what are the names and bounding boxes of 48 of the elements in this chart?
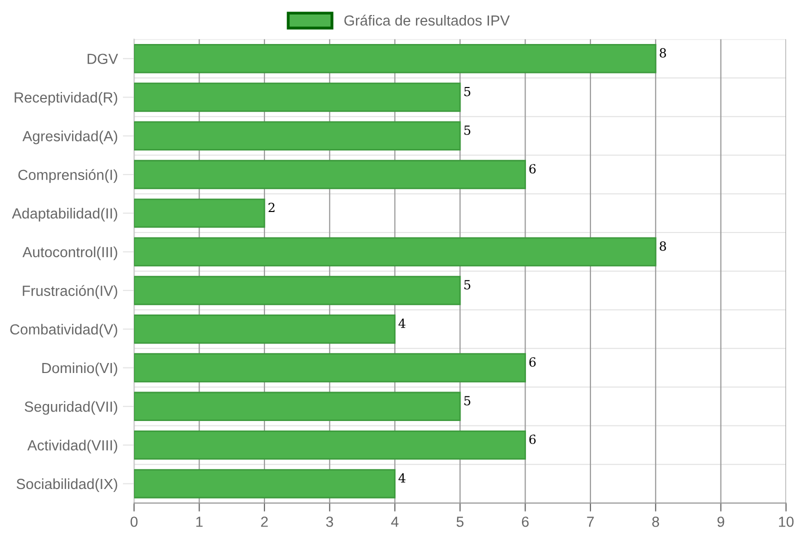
y-tick-label: Receptividad(R) — [14, 92, 118, 106]
x-tick-label: 6 — [522, 516, 529, 527]
bar — [134, 353, 526, 382]
bar — [134, 44, 656, 74]
y-tick-label: Dominio(VI) — [42, 362, 118, 376]
x-tick-label: 4 — [391, 516, 398, 527]
legend-label: Gráfica de resultados IPV — [344, 14, 510, 26]
bar — [134, 276, 461, 306]
x-tick-label: 8 — [652, 516, 660, 527]
data-label: 8 — [660, 48, 666, 58]
bar — [134, 160, 526, 190]
data-label: 5 — [464, 126, 470, 135]
x-tick-label: 7 — [587, 516, 594, 527]
y-tick-label: Seguridad(VII) — [24, 401, 118, 415]
data-label: 2 — [268, 202, 274, 212]
bar — [134, 430, 526, 460]
data-label: 6 — [529, 164, 536, 174]
bar — [134, 392, 461, 422]
x-tick-label: 3 — [326, 516, 334, 527]
y-tick-label: Actividad(VIII) — [27, 440, 118, 454]
x-tick-label: 10 — [779, 516, 794, 527]
x-tick-label: 9 — [717, 516, 724, 527]
y-tick-label: DGV — [88, 54, 118, 64]
bar — [134, 469, 396, 498]
y-tick-label: Frustración(IV) — [22, 285, 118, 299]
x-tick-label: 0 — [130, 516, 138, 527]
data-label: 6 — [529, 357, 536, 367]
data-label: 4 — [398, 318, 406, 328]
bar — [134, 82, 461, 112]
y-tick-label: Comprensión(I) — [18, 169, 118, 183]
data-label: 6 — [529, 434, 536, 444]
data-label: 8 — [660, 241, 666, 251]
x-tick-label: 2 — [261, 516, 268, 527]
bar — [134, 314, 396, 344]
bar — [134, 121, 461, 150]
bar — [134, 237, 656, 266]
y-tick-label: Agresividad(A) — [22, 130, 118, 144]
data-label: 5 — [464, 86, 470, 96]
data-label: 5 — [464, 280, 470, 290]
bar — [134, 198, 266, 228]
y-tick-label: Sociabilidad(IX) — [16, 478, 118, 492]
data-label: 4 — [398, 473, 406, 483]
x-tick-label: 1 — [196, 516, 203, 527]
x-tick-label: 5 — [456, 516, 464, 527]
y-tick-label: Adaptabilidad(II) — [12, 208, 118, 222]
y-tick-label: Combatividad(V) — [10, 324, 118, 338]
y-tick-label: Autocontrol(III) — [22, 246, 118, 260]
data-label: 5 — [464, 396, 470, 406]
